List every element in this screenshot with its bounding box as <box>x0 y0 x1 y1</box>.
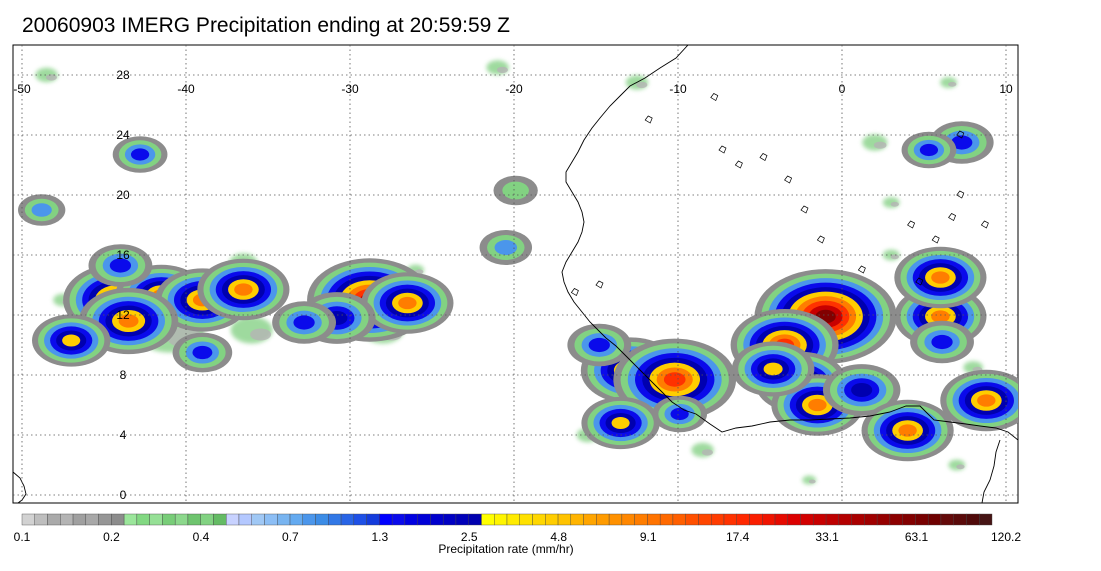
precip-cell <box>977 394 996 407</box>
light-rain-area <box>701 449 714 456</box>
lon-tick-label: -10 <box>669 82 687 96</box>
south-america-coast <box>13 471 27 503</box>
precip-cell <box>931 334 953 350</box>
lon-tick-label: -40 <box>177 82 195 96</box>
inland-water-feature <box>784 175 793 184</box>
precip-cell <box>234 283 253 296</box>
lat-tick-label: 12 <box>116 308 130 322</box>
inland-water-feature <box>857 265 866 274</box>
colorbar-tick-label: 0.1 <box>14 530 31 544</box>
precip-cell <box>951 135 973 150</box>
inland-water-feature <box>948 213 957 222</box>
precip-cell <box>931 310 950 323</box>
light-rain-area <box>956 464 965 470</box>
precip-cell <box>670 407 689 421</box>
light-rain-area <box>250 328 272 341</box>
lat-tick-label: 8 <box>120 368 127 382</box>
inland-water-feature <box>759 153 768 162</box>
colorbar-tick-label: 33.1 <box>815 530 839 544</box>
precip-cell <box>398 296 417 310</box>
colorbar-tick-label: 2.5 <box>461 530 478 544</box>
precip-cell <box>130 148 150 161</box>
lat-tick-label: 16 <box>116 248 130 262</box>
precip-cell <box>931 271 950 284</box>
page-title: 20060903 IMERG Precipitation ending at 2… <box>22 14 510 37</box>
inland-water-feature <box>595 280 604 289</box>
light-rain-area <box>808 479 816 484</box>
precip-cell <box>31 203 52 217</box>
inland-water-feature <box>931 235 940 244</box>
precip-cell <box>898 424 917 437</box>
lat-tick-label: 20 <box>116 188 130 202</box>
colorbar-tick-label: 1.3 <box>371 530 388 544</box>
colorbar-tick-labels: 0.1 0.2 0.4 0.7 1.3 2.5 4.8 9.1 17.4 33.1 63.1 120.… <box>14 530 1022 544</box>
lon-tick-label: 10 <box>999 82 1013 96</box>
lat-tick-label: 0 <box>120 488 127 502</box>
light-rain-area <box>890 201 899 207</box>
colorbar-tick-label: 9.1 <box>640 530 657 544</box>
lon-tick-label: -30 <box>341 82 359 96</box>
precip-cell <box>763 362 783 376</box>
graticule <box>13 45 1018 503</box>
lat-tick-label: 24 <box>116 128 130 142</box>
light-rain-area <box>890 254 899 260</box>
inland-water-feature <box>816 235 825 244</box>
colorbar-tick-label: 0.2 <box>103 530 120 544</box>
inland-water-feature <box>915 277 924 286</box>
colorbar-tick-label: 0.4 <box>193 530 210 544</box>
lat-tick-label: 4 <box>120 428 127 442</box>
inland-water-feature <box>718 145 727 154</box>
colorbar-title: Precipitation rate (mm/hr) <box>438 542 573 556</box>
colorbar-tick-label: 4.8 <box>550 530 567 544</box>
lon-tick-label: -50 <box>13 82 31 96</box>
precip-cell <box>502 181 529 200</box>
inland-water-feature <box>980 220 989 229</box>
inland-water-feature <box>956 130 965 139</box>
precipitation-map: -50 -40 -30 -20 -10 0 10 0 4 8 12 16 20 24 28 <box>12 44 1019 504</box>
inland-water-feature <box>644 115 653 124</box>
precip-cell <box>109 258 132 273</box>
inland-water-feature <box>710 93 719 102</box>
gulf-of-guinea-coast <box>981 439 1001 503</box>
colorbar-tick-label: 120.2 <box>991 530 1021 544</box>
precip-cell <box>293 315 315 330</box>
inland-water-feature <box>800 205 809 214</box>
inland-water-feature <box>734 160 743 169</box>
lon-tick-label: -20 <box>505 82 523 96</box>
precip-cell <box>588 337 610 353</box>
colorbar-tick-label: 17.4 <box>726 530 750 544</box>
longitude-labels: -50 -40 -30 -20 -10 0 10 <box>13 82 1013 96</box>
latitude-labels: 0 4 8 12 16 20 24 28 <box>116 68 130 502</box>
precip-cell <box>62 334 81 347</box>
inland-water-feature <box>907 220 916 229</box>
africa-coastline <box>561 45 1018 441</box>
inland-water <box>570 93 989 297</box>
precip-cell <box>118 314 139 328</box>
precip-cell <box>919 143 939 157</box>
precip-cell <box>663 372 686 387</box>
light-rain-area <box>948 81 957 87</box>
light-rain-area <box>496 66 508 74</box>
colorbar-tick-label: 63.1 <box>905 530 929 544</box>
light-rain-area <box>873 141 887 149</box>
precip-cell <box>851 382 873 398</box>
precip-cell <box>494 240 518 255</box>
lon-tick-label: 0 <box>839 82 846 96</box>
precip-cell <box>192 345 213 360</box>
light-rain-area <box>636 81 648 89</box>
inland-water-feature <box>570 288 579 297</box>
precip-cell <box>808 398 827 412</box>
lat-tick-label: 28 <box>116 68 130 82</box>
light-rain-area <box>45 74 58 81</box>
coastline <box>13 45 1018 503</box>
inland-water-feature <box>956 190 965 199</box>
precip-cell <box>611 416 630 430</box>
colorbar-tick-label: 0.7 <box>282 530 299 544</box>
precipitation-layer <box>18 60 1018 485</box>
